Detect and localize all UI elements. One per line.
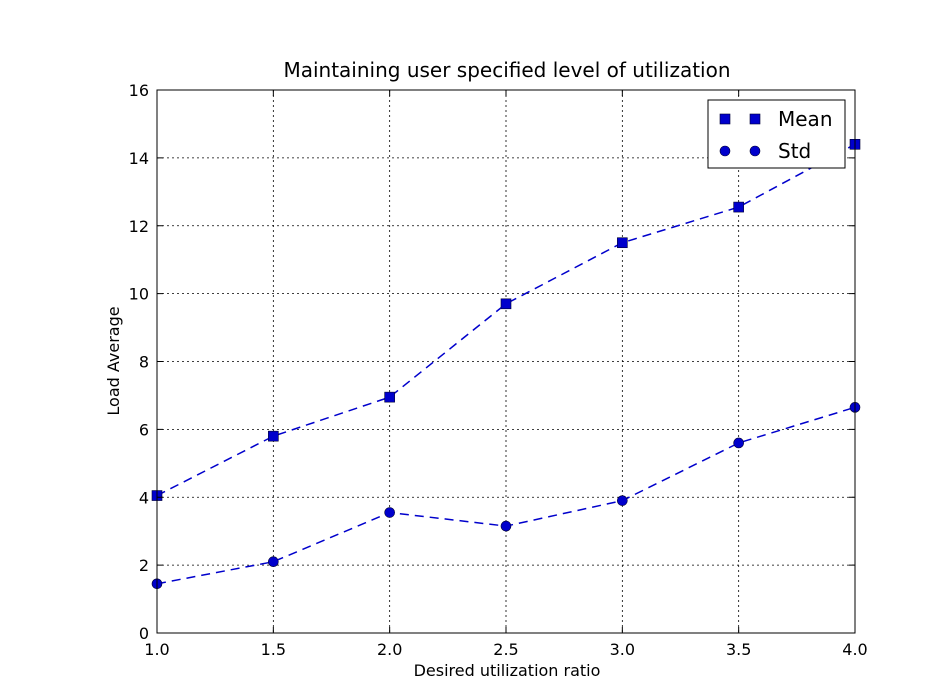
std-point [500,520,512,532]
legend: Mean Std [707,99,846,169]
std-point [617,495,628,506]
y-tick-label: 6 [139,420,149,439]
legend-mean-marker [719,113,731,125]
mean-point [733,201,744,213]
legend-std-label: Std [778,139,811,163]
x-tick-label: 1.0 [144,640,169,659]
y-tick-label: 12 [129,217,149,236]
legend-std-marker [719,145,731,157]
y-tick-label: 0 [139,624,149,643]
y-axis-label: Load Average [104,306,123,415]
y-tick-label: 2 [139,556,149,575]
y-tick-label: 16 [129,81,149,100]
mean-point [384,391,395,403]
x-tick-label: 4.0 [842,640,867,659]
x-tick-label: 3.0 [610,640,635,659]
legend-mean-label: Mean [778,107,833,131]
std-point [384,507,395,518]
x-tick-label: 3.5 [726,640,751,659]
x-axis-ticks: 1.0 1.5 2.0 2.5 3.0 3.5 4.0 [144,90,868,659]
x-axis-label: Desired utilization ratio [414,661,601,680]
legend-box [707,99,846,169]
y-axis-ticks: 0 2 4 6 8 10 12 14 16 [129,81,855,643]
x-tick-label: 2.5 [493,640,518,659]
mean-point [268,430,279,442]
y-tick-label: 14 [129,149,149,168]
chart-title: Maintaining user specified level of util… [283,58,730,82]
x-tick-label: 1.5 [261,640,286,659]
mean-point [617,237,628,249]
legend-mean-marker [749,113,761,125]
std-point [268,556,279,568]
mean-point [500,298,512,310]
legend-std-marker [749,145,761,157]
y-tick-label: 4 [139,488,149,507]
x-tick-label: 2.0 [377,640,402,659]
std-point [733,437,744,449]
y-tick-label: 10 [129,285,149,304]
y-tick-label: 8 [139,353,149,372]
